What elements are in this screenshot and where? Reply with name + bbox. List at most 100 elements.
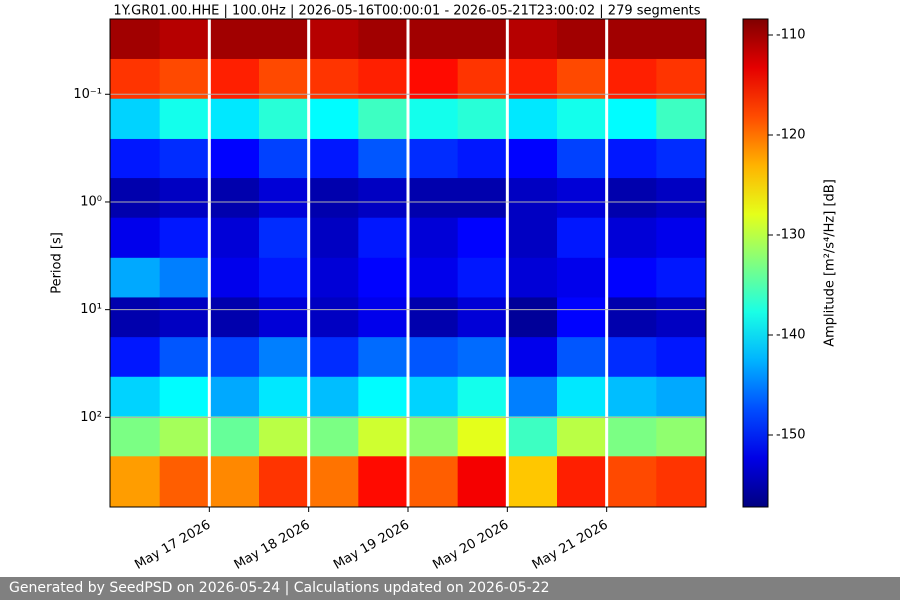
y-tick-label: 10²: [80, 410, 102, 425]
heat-cell: [110, 456, 161, 508]
heat-cell: [110, 58, 161, 100]
heat-cell: [308, 98, 359, 140]
heat-cell: [209, 178, 260, 219]
heat-cell: [110, 297, 161, 338]
heat-cell: [358, 297, 409, 338]
heat-cell: [606, 456, 657, 508]
heat-cell: [159, 376, 210, 417]
x-tick-label: May 20 2026: [430, 517, 511, 572]
heat-cell: [308, 337, 359, 378]
heat-cell: [507, 257, 558, 298]
heat-cell: [209, 257, 260, 298]
heat-cell: [209, 416, 260, 457]
heat-cell: [358, 376, 409, 417]
heat-cell: [259, 217, 310, 259]
heat-cell: [110, 257, 161, 298]
heat-cell: [159, 178, 210, 219]
heat-cell: [259, 98, 310, 140]
x-tick-label: May 21 2026: [530, 517, 611, 572]
heat-cell: [209, 337, 260, 378]
heat-cell: [308, 456, 359, 508]
colorbar-tick-label: -150: [776, 428, 806, 443]
heat-cell: [557, 456, 608, 508]
heat-cell: [209, 98, 260, 140]
heat-cell: [159, 217, 210, 259]
heat-cell: [159, 19, 210, 60]
heat-cell: [656, 416, 707, 457]
heat-cell: [259, 19, 310, 60]
heat-cell: [656, 138, 707, 179]
heat-cell: [358, 138, 409, 179]
heat-cell: [457, 456, 508, 508]
heat-cell: [557, 376, 608, 417]
heat-cell: [606, 58, 657, 100]
heat-cell: [457, 217, 508, 259]
plot-frame: [109, 18, 707, 508]
heat-cell: [159, 456, 210, 508]
colorbar-tick-label: -140: [776, 328, 806, 343]
heat-cell: [408, 257, 459, 298]
heat-cell: [110, 19, 161, 60]
heat-cell: [308, 376, 359, 417]
colorbar-tick-label: -120: [776, 128, 806, 143]
colorbar-tick-label: -110: [776, 28, 806, 43]
heat-cell: [159, 416, 210, 457]
heat-cell: [457, 19, 508, 60]
heat-cell: [159, 257, 210, 298]
heat-cell: [110, 376, 161, 417]
heat-cell: [358, 257, 409, 298]
heat-cell: [557, 98, 608, 140]
heat-cell: [358, 98, 409, 140]
heat-cell: [606, 178, 657, 219]
heat-cell: [457, 337, 508, 378]
heat-cell: [259, 376, 310, 417]
heat-cell: [656, 217, 707, 259]
heat-cell: [507, 98, 558, 140]
heat-cell: [308, 297, 359, 338]
heat-cell: [606, 138, 657, 179]
heat-cell: [159, 297, 210, 338]
heat-cell: [308, 416, 359, 457]
heat-cell: [507, 376, 558, 417]
heat-cell: [259, 416, 310, 457]
heat-cell: [408, 178, 459, 219]
heat-cell: [606, 337, 657, 378]
chart-title: 1Y.GR01.00.HHE | 100.0Hz | 2026-05-16T00…: [113, 4, 700, 19]
heat-cell: [507, 297, 558, 338]
heat-cell: [457, 416, 508, 457]
heat-cell: [457, 376, 508, 417]
heat-cell: [457, 257, 508, 298]
heat-cell: [656, 456, 707, 508]
heat-cell: [557, 257, 608, 298]
heat-cell: [358, 456, 409, 508]
heat-cell: [656, 376, 707, 417]
heat-cell: [159, 98, 210, 140]
heat-cell: [408, 376, 459, 417]
x-tick-label: May 18 2026: [232, 517, 313, 572]
heat-cell: [507, 138, 558, 179]
heat-cell: [358, 337, 409, 378]
heat-cell: [507, 416, 558, 457]
heat-cell: [259, 58, 310, 100]
heat-cell: [507, 456, 558, 508]
heat-cell: [606, 98, 657, 140]
heat-cell: [507, 178, 558, 219]
heat-cell: [606, 376, 657, 417]
heat-cell: [408, 416, 459, 457]
heat-cell: [259, 337, 310, 378]
heat-cell: [358, 19, 409, 60]
heat-cell: [557, 138, 608, 179]
heat-cell: [308, 217, 359, 259]
heat-cell: [259, 178, 310, 219]
heat-cell: [259, 138, 310, 179]
heat-cell: [408, 138, 459, 179]
heat-cell: [308, 257, 359, 298]
heat-cell: [209, 456, 260, 508]
heat-cell: [656, 297, 707, 338]
heat-cell: [557, 217, 608, 259]
heat-cell: [408, 58, 459, 100]
heat-cell: [209, 19, 260, 60]
heat-cell: [557, 178, 608, 219]
heat-cell: [259, 297, 310, 338]
